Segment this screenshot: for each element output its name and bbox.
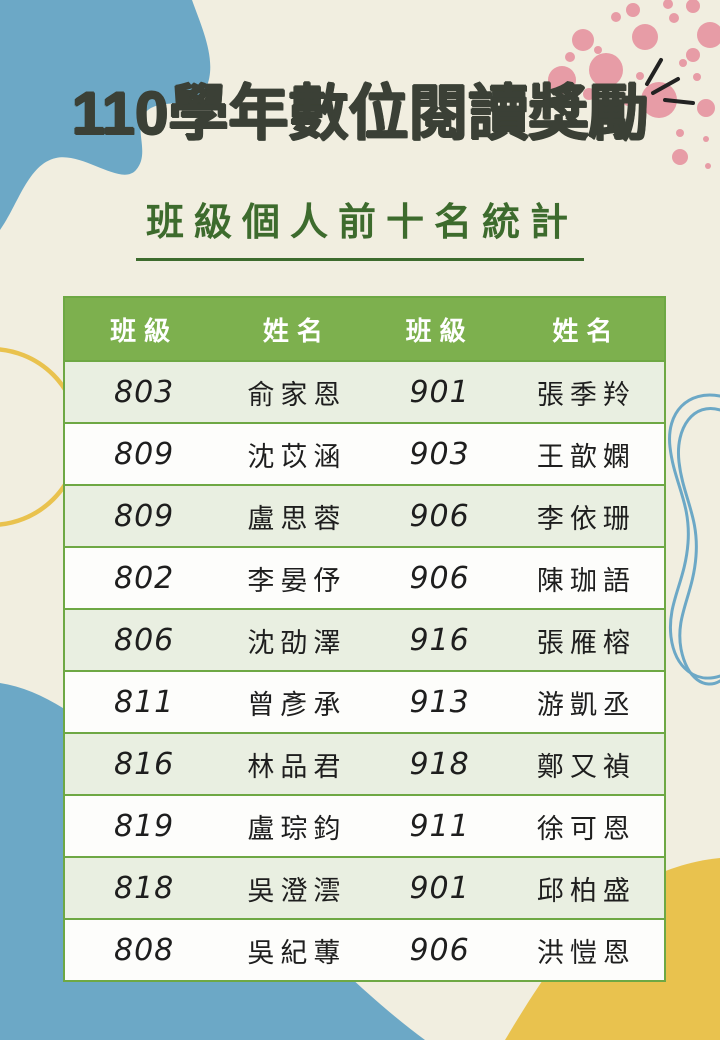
name-cell: 沈劭澤 (223, 608, 371, 671)
name-cell: 吳紀蓴 (223, 918, 371, 981)
emphasis-strokes (645, 58, 695, 105)
header-name-1: 姓名 (223, 297, 371, 361)
name-cell: 鄭又禎 (508, 732, 665, 795)
table-body: 803 俞家恩 901 張季羚 809 沈苡涵 903 王歆嫻 809 盧思蓉 906 李依珊 802 李… (64, 360, 665, 981)
class-cell: 816 (64, 732, 224, 795)
name-cell: 張雁榕 (508, 608, 665, 671)
name-cell: 李依珊 (508, 484, 665, 547)
name-cell: 王歆嫻 (508, 422, 665, 485)
table-row: 809 沈苡涵 903 王歆嫻 (64, 422, 665, 485)
name-cell: 洪愷恩 (508, 918, 665, 981)
table-row: 818 吳澄澐 901 邱柏盛 (64, 856, 665, 919)
name-cell: 徐可恩 (508, 794, 665, 857)
class-cell: 806 (64, 608, 224, 671)
name-cell: 游凱丞 (508, 670, 665, 733)
class-cell: 811 (64, 670, 224, 733)
class-cell: 903 (370, 422, 509, 485)
class-cell: 818 (64, 856, 224, 919)
name-cell: 吳澄澐 (223, 856, 371, 919)
table-row: 809 盧思蓉 906 李依珊 (64, 484, 665, 547)
name-cell: 林品君 (223, 732, 371, 795)
table-row: 808 吳紀蓴 906 洪愷恩 (64, 918, 665, 981)
blue-squiggle-doodle (668, 393, 720, 686)
class-cell: 913 (370, 670, 509, 733)
header-row: 班級 姓名 班級 姓名 (64, 297, 665, 361)
header-class-2: 班級 (370, 297, 509, 361)
class-cell: 901 (370, 856, 509, 919)
table-row: 816 林品君 918 鄭又禎 (64, 732, 665, 795)
class-cell: 901 (370, 360, 509, 423)
class-cell: 911 (370, 794, 509, 857)
pink-dot-cluster (548, 0, 720, 169)
class-cell: 802 (64, 546, 224, 609)
table-row: 811 曾彥承 913 游凱丞 (64, 670, 665, 733)
ranking-table: 班級 姓名 班級 姓名 803 俞家恩 901 張季羚 809 沈苡涵 903 王歆嫻 809 盧… (63, 296, 666, 982)
class-cell: 809 (64, 484, 224, 547)
name-cell: 盧思蓉 (223, 484, 371, 547)
name-cell: 李晏伃 (223, 546, 371, 609)
table-row: 803 俞家恩 901 張季羚 (64, 360, 665, 423)
table-row: 802 李晏伃 906 陳珈語 (64, 546, 665, 609)
class-cell: 819 (64, 794, 224, 857)
name-cell: 邱柏盛 (508, 856, 665, 919)
header-class-1: 班級 (64, 297, 224, 361)
class-cell: 916 (370, 608, 509, 671)
table-row: 806 沈劭澤 916 張雁榕 (64, 608, 665, 671)
page-title: 110學年數位閱讀獎勵 (71, 80, 649, 147)
name-cell: 盧琮鈞 (223, 794, 371, 857)
page-subtitle: 班級個人前十名統計 (135, 202, 584, 261)
name-cell: 沈苡涵 (223, 422, 371, 485)
blob-top-left (0, 0, 211, 230)
class-cell: 809 (64, 422, 224, 485)
class-cell: 906 (370, 918, 509, 981)
class-cell: 803 (64, 360, 224, 423)
class-cell: 918 (370, 732, 509, 795)
name-cell: 俞家恩 (223, 360, 371, 423)
name-cell: 曾彥承 (223, 670, 371, 733)
table-row: 819 盧琮鈞 911 徐可恩 (64, 794, 665, 857)
header-name-2: 姓名 (508, 297, 665, 361)
class-cell: 906 (370, 546, 509, 609)
subtitle-wrap: 班級個人前十名統計 (0, 202, 720, 261)
class-cell: 808 (64, 918, 224, 981)
class-cell: 906 (370, 484, 509, 547)
table-header: 班級 姓名 班級 姓名 (64, 297, 665, 361)
name-cell: 張季羚 (508, 360, 665, 423)
name-cell: 陳珈語 (508, 546, 665, 609)
